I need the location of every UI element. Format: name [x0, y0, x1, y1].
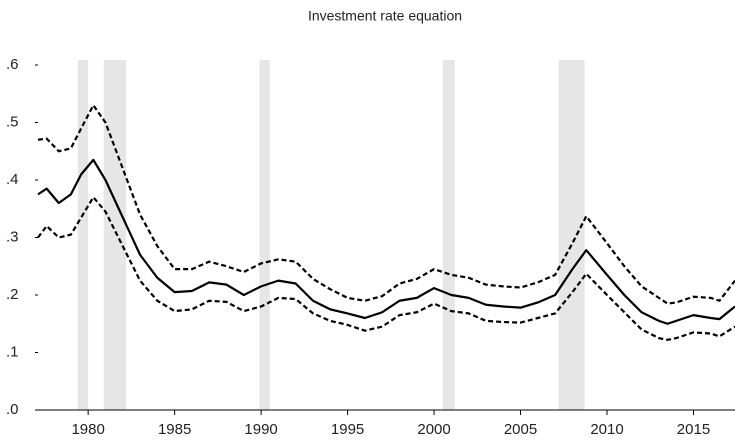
- x-tick-label: 2010: [590, 421, 623, 438]
- recession-band: [103, 60, 127, 410]
- x-tick-label: 2005: [504, 421, 537, 438]
- series-line: [37, 158, 735, 325]
- x-tick-label: 2015: [677, 421, 710, 438]
- y-tick-label: .6: [6, 56, 19, 73]
- chart-title: Investment rate equation: [308, 8, 462, 24]
- x-tick-label: 1980: [71, 421, 104, 438]
- x-tick-label: 1990: [244, 421, 277, 438]
- recession-band: [259, 60, 270, 410]
- x-tick-label: 1995: [331, 421, 364, 438]
- y-tick-label: .4: [6, 171, 19, 188]
- y-tick-label: .5: [6, 113, 19, 130]
- y-tick-label: .0: [6, 401, 19, 418]
- recession-band: [442, 60, 455, 410]
- recession-band: [77, 60, 89, 410]
- y-tick-label: .1: [6, 343, 19, 360]
- y-tick-label: .2: [6, 286, 19, 303]
- y-tick-label: .3: [6, 228, 19, 245]
- x-tick-label: 1985: [158, 421, 191, 438]
- x-tick-label: 2000: [417, 421, 450, 438]
- series-line: [37, 104, 735, 305]
- recession-band: [558, 60, 585, 410]
